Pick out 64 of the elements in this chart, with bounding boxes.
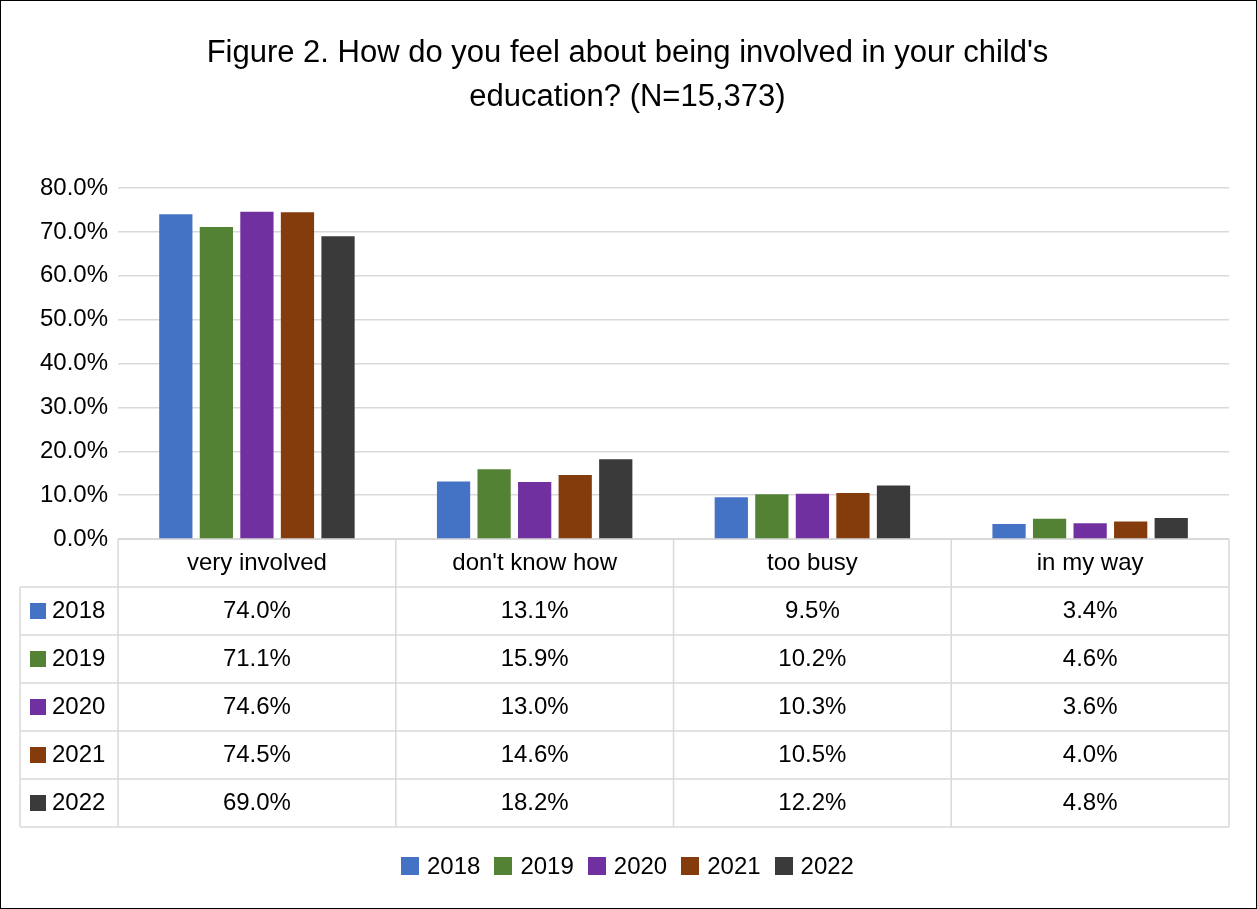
- bar: [199, 227, 233, 539]
- data-label: 10.2%: [778, 643, 847, 671]
- x-tick-label: too busy: [767, 548, 858, 576]
- y-tick-label: 40.0%: [39, 348, 109, 376]
- bar: [159, 214, 193, 539]
- y-tick-label: 10.0%: [39, 479, 109, 507]
- bar: [1073, 523, 1107, 539]
- bar: [436, 481, 471, 539]
- data-label: 13.0%: [500, 691, 569, 719]
- bar: [714, 497, 748, 539]
- data-label: 14.6%: [500, 739, 569, 767]
- legend-label: 2020: [52, 691, 106, 719]
- legend-label: 2022: [800, 852, 854, 880]
- y-tick-label: 70.0%: [39, 216, 109, 244]
- bar: [240, 211, 274, 539]
- bar: [992, 524, 1026, 539]
- bar: [876, 485, 911, 539]
- y-tick-label: 60.0%: [39, 260, 109, 288]
- bar: [558, 474, 592, 539]
- data-label: 10.3%: [778, 691, 847, 719]
- data-label: 9.5%: [785, 595, 840, 623]
- data-label: 13.1%: [500, 595, 569, 623]
- data-label: 3.6%: [1062, 691, 1118, 719]
- data-label: 3.4%: [1062, 595, 1118, 623]
- bar: [1032, 518, 1067, 539]
- data-label: 74.6%: [222, 691, 291, 719]
- chart-title: Figure 2. How do you feel about being involved in your child's education? (N=15,373): [205, 33, 1050, 115]
- bar: [795, 493, 830, 539]
- data-label: 4.8%: [1062, 787, 1118, 815]
- text: 2019: [520, 852, 574, 879]
- x-tick-label: very involved: [186, 548, 327, 576]
- text: 2020: [613, 852, 668, 879]
- bar: [518, 481, 552, 539]
- text: 2022: [52, 787, 106, 815]
- data-label: 69.0%: [222, 787, 291, 815]
- bar: [321, 236, 355, 539]
- y-tick-label: 20.0%: [39, 435, 109, 463]
- data-label: 71.1%: [222, 643, 291, 671]
- bar: [280, 212, 315, 539]
- data-label: 15.9%: [500, 643, 569, 671]
- text: 2018: [427, 852, 481, 879]
- bar: [836, 492, 870, 539]
- bar: [477, 469, 511, 539]
- y-tick-label: 30.0%: [39, 392, 109, 419]
- legend-label: 2019: [52, 643, 106, 671]
- legend-label: 2021: [52, 739, 106, 767]
- data-label: 4.0%: [1062, 739, 1118, 767]
- x-tick-label: in my way: [1036, 548, 1144, 576]
- bar: [1154, 517, 1188, 539]
- data-label: 74.5%: [222, 739, 291, 767]
- data-label: 74.0%: [222, 595, 291, 623]
- bar: [599, 459, 633, 539]
- bar: [755, 494, 789, 539]
- bar: [1114, 521, 1148, 539]
- text: 2021: [707, 852, 761, 879]
- legend-label: 2018: [52, 595, 106, 623]
- data-label: 10.5%: [778, 739, 847, 767]
- y-tick-label: 50.0%: [39, 304, 109, 332]
- data-label: 18.2%: [500, 787, 569, 815]
- data-label: 4.6%: [1062, 643, 1118, 671]
- x-tick-label: don't know how: [452, 548, 618, 576]
- data-label: 12.2%: [778, 787, 847, 815]
- y-tick-label: 0.0%: [53, 523, 109, 551]
- y-tick-label: 80.0%: [39, 172, 109, 200]
